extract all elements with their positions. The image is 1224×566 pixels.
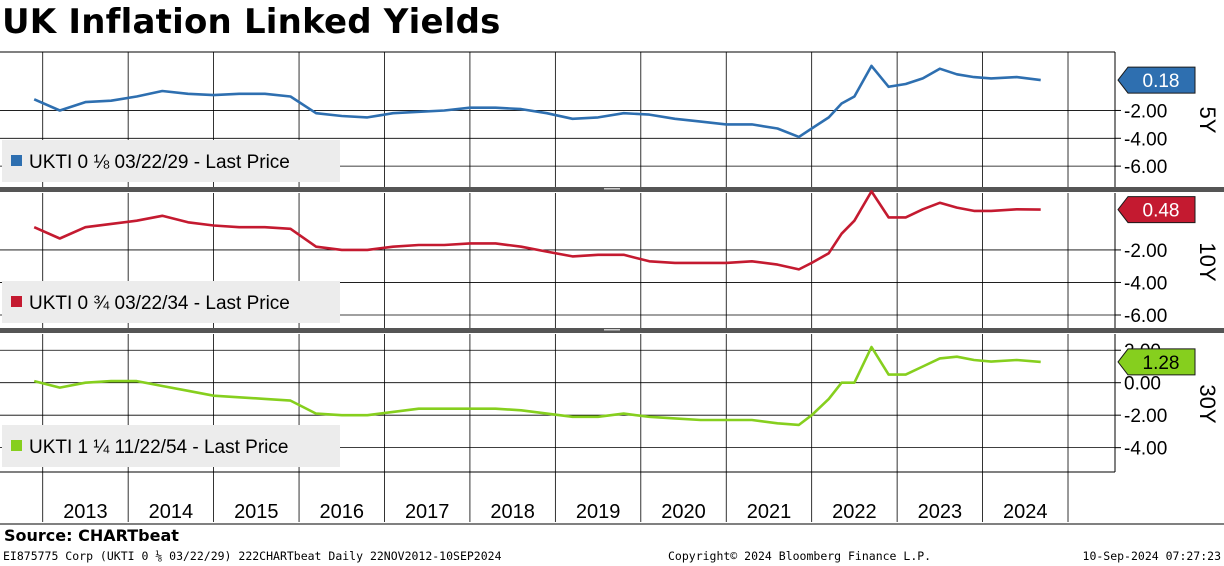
last-value-tag bbox=[1117, 196, 1196, 224]
source-label: Source: CHARTbeat bbox=[4, 526, 179, 545]
x-tick-label: 2024 bbox=[1003, 501, 1048, 523]
series-line-5Y bbox=[33, 64, 1041, 139]
legend-label: UKTI 1 ¼ 11/22/54 - Last Price bbox=[29, 437, 288, 458]
panel-label: 5Y bbox=[1195, 107, 1220, 134]
y-tick-label: -2.00 bbox=[1124, 406, 1167, 427]
chart-title: UK Inflation Linked Yields bbox=[2, 2, 501, 42]
last-value-tag bbox=[1117, 348, 1196, 376]
panel-label: 10Y bbox=[1195, 242, 1220, 281]
legend-swatch bbox=[11, 440, 22, 451]
last-value-label: 0.18 bbox=[1143, 71, 1180, 92]
legend-label: UKTI 0 ¾ 03/22/34 - Last Price bbox=[29, 293, 290, 314]
last-value-tag bbox=[1117, 66, 1196, 94]
legend-box bbox=[2, 425, 340, 467]
legend-box bbox=[2, 140, 340, 182]
panel-label: 30Y bbox=[1195, 384, 1220, 423]
legend-swatch bbox=[11, 155, 22, 166]
x-tick-label: 2014 bbox=[149, 501, 194, 523]
x-tick-label: 2019 bbox=[576, 501, 621, 523]
x-tick-label: 2021 bbox=[747, 501, 792, 523]
footer-ticker: EI875775 Corp (UKTI 0 ⅛ 03/22/29) 222CHA… bbox=[3, 549, 502, 563]
series-line-30Y bbox=[33, 345, 1041, 427]
y-tick-label: 0.00 bbox=[1124, 374, 1161, 395]
footer-copyright: Copyright© 2024 Bloomberg Finance L.P. bbox=[668, 549, 932, 563]
last-value-label: 1.28 bbox=[1143, 353, 1180, 374]
x-tick-label: 2017 bbox=[405, 501, 450, 523]
legend-box bbox=[2, 281, 340, 323]
last-value-label: 0.48 bbox=[1143, 201, 1180, 222]
y-tick-label: -2.00 bbox=[1124, 101, 1167, 122]
footer-timestamp: 10-Sep-2024 07:27:23 bbox=[1082, 549, 1221, 563]
x-tick-label: 2013 bbox=[63, 501, 108, 523]
y-tick-label: -4.00 bbox=[1124, 129, 1167, 150]
x-tick-label: 2022 bbox=[832, 501, 877, 523]
y-tick-label: -6.00 bbox=[1124, 306, 1167, 327]
x-tick-label: 2018 bbox=[490, 501, 535, 523]
separator-grip bbox=[604, 329, 620, 331]
y-tick-label: -4.00 bbox=[1124, 439, 1167, 460]
y-tick-label: -2.00 bbox=[1124, 241, 1167, 262]
separator-grip bbox=[604, 188, 620, 190]
legend-label: UKTI 0 ⅛ 03/22/29 - Last Price bbox=[29, 152, 290, 173]
y-tick-label: -4.00 bbox=[1124, 273, 1167, 294]
y-tick-label: -6.00 bbox=[1124, 157, 1167, 178]
x-tick-label: 2020 bbox=[661, 501, 706, 523]
legend-swatch bbox=[11, 296, 22, 307]
x-tick-label: 2015 bbox=[234, 501, 279, 523]
series-line-10Y bbox=[33, 190, 1041, 271]
x-tick-label: 2023 bbox=[918, 501, 963, 523]
x-tick-label: 2016 bbox=[320, 501, 365, 523]
